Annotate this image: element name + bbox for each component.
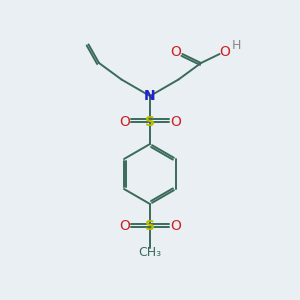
Text: O: O — [119, 220, 130, 233]
Text: S: S — [145, 115, 155, 128]
Text: S: S — [145, 220, 155, 233]
Text: H: H — [231, 39, 241, 52]
Text: O: O — [170, 115, 181, 128]
Text: O: O — [170, 220, 181, 233]
Text: O: O — [220, 45, 230, 59]
Text: O: O — [170, 46, 181, 59]
Text: CH₃: CH₃ — [138, 246, 162, 260]
Text: N: N — [144, 89, 156, 103]
Text: O: O — [119, 115, 130, 128]
